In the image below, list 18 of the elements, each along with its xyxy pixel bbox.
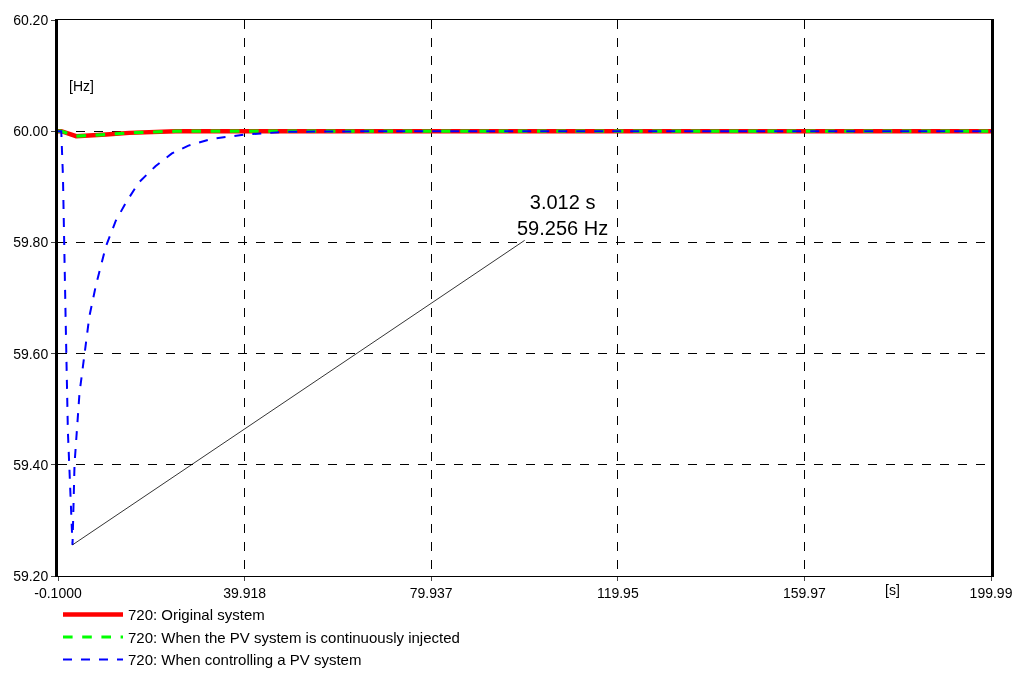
annotation: 3.012 s 59.256 Hz bbox=[517, 191, 609, 239]
x-tick-label: -0.1000 bbox=[34, 584, 82, 601]
legend-label: 720: When the PV system is continuously injected bbox=[128, 628, 460, 646]
legend-label: 720: When controlling a PV system bbox=[128, 651, 362, 669]
legend-label: 720: Original system bbox=[128, 606, 265, 624]
y-tick-label: 59.20 bbox=[13, 567, 49, 584]
x-tick-label: 199.99 bbox=[969, 584, 1013, 601]
y-tick-label: 59.40 bbox=[13, 456, 49, 473]
y-tick-label: 60.20 bbox=[13, 11, 49, 28]
y-tick-label: 59.60 bbox=[13, 345, 49, 362]
x-tick-label: 79.937 bbox=[409, 584, 453, 601]
y-axis-title: [Hz] bbox=[69, 78, 94, 94]
y-tick-label: 60.00 bbox=[13, 123, 49, 140]
x-axis-title: [s] bbox=[885, 582, 900, 598]
y-tick-label: 59.80 bbox=[13, 234, 49, 251]
x-tick-label: 119.95 bbox=[596, 584, 639, 601]
x-tick-label: 159.97 bbox=[782, 584, 827, 601]
x-tick-label: 39.918 bbox=[223, 584, 267, 601]
